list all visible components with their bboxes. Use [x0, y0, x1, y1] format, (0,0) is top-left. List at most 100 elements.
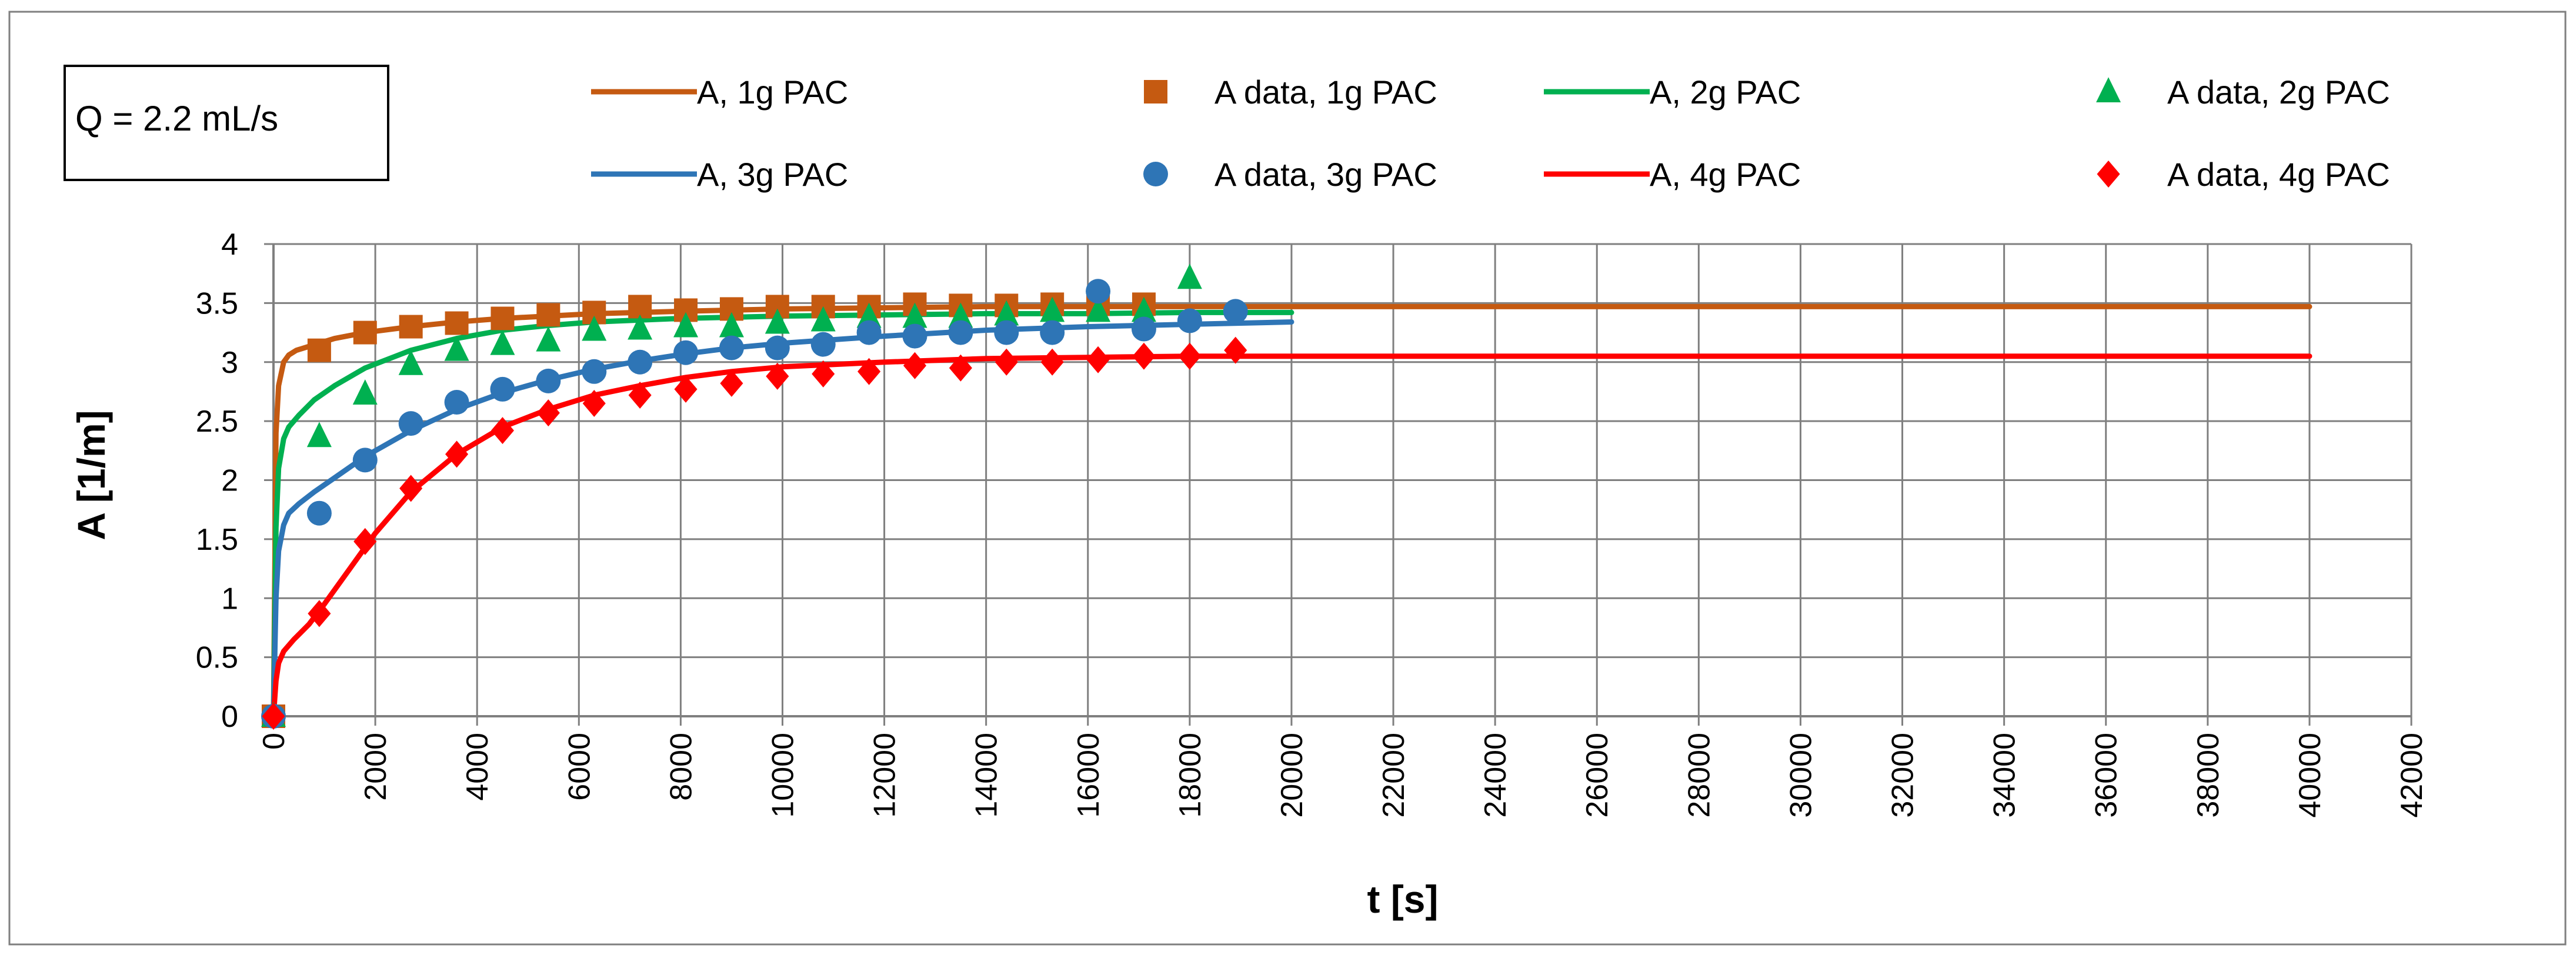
data-point: [1086, 296, 1111, 322]
x-tick-label: 26000: [1580, 733, 1614, 818]
x-tick-label: 34000: [1988, 733, 2022, 818]
data-point: [490, 306, 515, 330]
data-point: [1131, 296, 1156, 322]
data-point: [490, 417, 515, 445]
data-point: [1040, 320, 1065, 345]
data-point: [674, 375, 698, 403]
legend-label: A, 4g PAC: [1650, 156, 1801, 193]
legend-marker-swatch: [2097, 161, 2120, 188]
y-tick-label: 2: [221, 464, 238, 498]
data-point: [902, 323, 927, 349]
legend-label: A data, 2g PAC: [2167, 74, 2390, 111]
data-point: [766, 362, 789, 390]
legend-item-a-1g-pac: A, 1g PAC: [591, 74, 848, 111]
y-axis-label: A [1/m]: [69, 410, 113, 540]
data-point: [994, 300, 1019, 326]
data-point: [1086, 279, 1111, 304]
x-tick-labels: 0 2000 4000 6000 8000 10000 12000 14000 16000 180…: [257, 733, 2429, 818]
x-tick-label: 42000: [2395, 733, 2429, 818]
x-tick-label: 14000: [970, 733, 1004, 818]
data-point: [1224, 336, 1247, 364]
series-markers-a-data-2g-pac: [261, 263, 1202, 727]
data-point: [399, 475, 423, 502]
x-tick-label: 28000: [1682, 733, 1716, 818]
data-point: [765, 335, 790, 360]
x-tick-label: 4000: [461, 733, 495, 801]
data-point: [949, 354, 972, 382]
data-point: [306, 422, 332, 448]
data-point: [719, 335, 744, 360]
legend-item-a-4g-pac: A, 4g PAC: [1544, 156, 1801, 193]
series-markers-a-data-4g-pac: [262, 336, 1247, 730]
legend-item-a-data-1g-pac: A data, 1g PAC: [1144, 74, 1437, 111]
x-tick-label: 20000: [1275, 733, 1309, 818]
data-point: [673, 312, 699, 338]
y-tick-label: 3: [221, 346, 238, 380]
annotation-text: Q = 2.2 mL/s: [75, 99, 278, 138]
x-tick-label: 40000: [2293, 733, 2327, 818]
legend-label: A data, 4g PAC: [2167, 156, 2390, 193]
data-point: [307, 338, 331, 362]
series-markers: [261, 263, 1248, 730]
x-tick-label: 30000: [1784, 733, 1818, 818]
data-point: [994, 320, 1019, 345]
data-point: [673, 340, 699, 365]
x-tick-label: 2000: [359, 733, 393, 801]
data-point: [1223, 299, 1248, 324]
legend-label: A, 2g PAC: [1650, 74, 1801, 111]
y-tick-label: 0: [221, 700, 238, 734]
x-tick-label: 38000: [2191, 733, 2225, 818]
data-point: [399, 315, 423, 339]
data-point: [1040, 296, 1065, 322]
data-point: [719, 312, 744, 338]
plot-area: 0 2000 4000 6000 8000 10000 12000 14000 16000 180…: [196, 228, 2429, 818]
y-tick-labels: 0 0.5 1 1.5 2 2.5 3 3.5 4: [196, 228, 238, 734]
data-point: [353, 320, 377, 345]
data-point: [536, 368, 561, 393]
data-point: [902, 302, 927, 328]
data-point: [628, 295, 652, 319]
y-tick-label: 1: [221, 582, 238, 616]
data-point: [903, 352, 927, 379]
y-tick-label: 3.5: [196, 286, 238, 320]
data-point: [628, 314, 653, 340]
data-point: [765, 308, 790, 334]
series-markers-a-data-3g-pac: [261, 279, 1248, 729]
x-tick-label: 18000: [1173, 733, 1207, 818]
data-point: [398, 349, 423, 375]
data-point: [628, 349, 653, 375]
annotation-box: Q = 2.2 mL/s: [64, 65, 389, 181]
data-point: [1040, 348, 1064, 376]
legend-item-a-data-2g-pac: A data, 2g PAC: [2096, 74, 2390, 111]
legend-marker-swatch: [1143, 162, 1168, 186]
data-point: [490, 329, 515, 355]
data-point: [444, 335, 469, 361]
data-point: [308, 600, 331, 627]
legend-label: A data, 1g PAC: [1214, 74, 1437, 111]
data-point: [306, 500, 332, 526]
data-point: [810, 306, 836, 332]
data-point: [628, 381, 652, 409]
y-tick-label: 2.5: [196, 405, 238, 439]
legend-item-a-2g-pac: A, 2g PAC: [1544, 74, 1801, 111]
y-tick-label: 0.5: [196, 641, 238, 675]
data-point: [1132, 342, 1156, 370]
data-point: [582, 359, 607, 384]
x-tick-label: 16000: [1072, 733, 1106, 818]
data-point: [810, 332, 836, 357]
data-point: [398, 411, 423, 436]
legend-item-a-data-4g-pac: A data, 4g PAC: [2097, 156, 2390, 193]
data-point: [536, 399, 560, 427]
x-tick-label: 6000: [562, 733, 596, 801]
data-point: [1086, 346, 1110, 373]
data-point: [1177, 308, 1202, 333]
legend-marker-swatch: [2096, 77, 2121, 102]
data-point: [812, 360, 835, 388]
data-point: [352, 448, 378, 473]
x-tick-label: 8000: [664, 733, 698, 801]
y-tick-label: 1.5: [196, 523, 238, 557]
x-tick-label: 24000: [1479, 733, 1513, 818]
data-point: [856, 320, 882, 345]
data-point: [536, 303, 560, 327]
data-point: [1131, 316, 1156, 342]
